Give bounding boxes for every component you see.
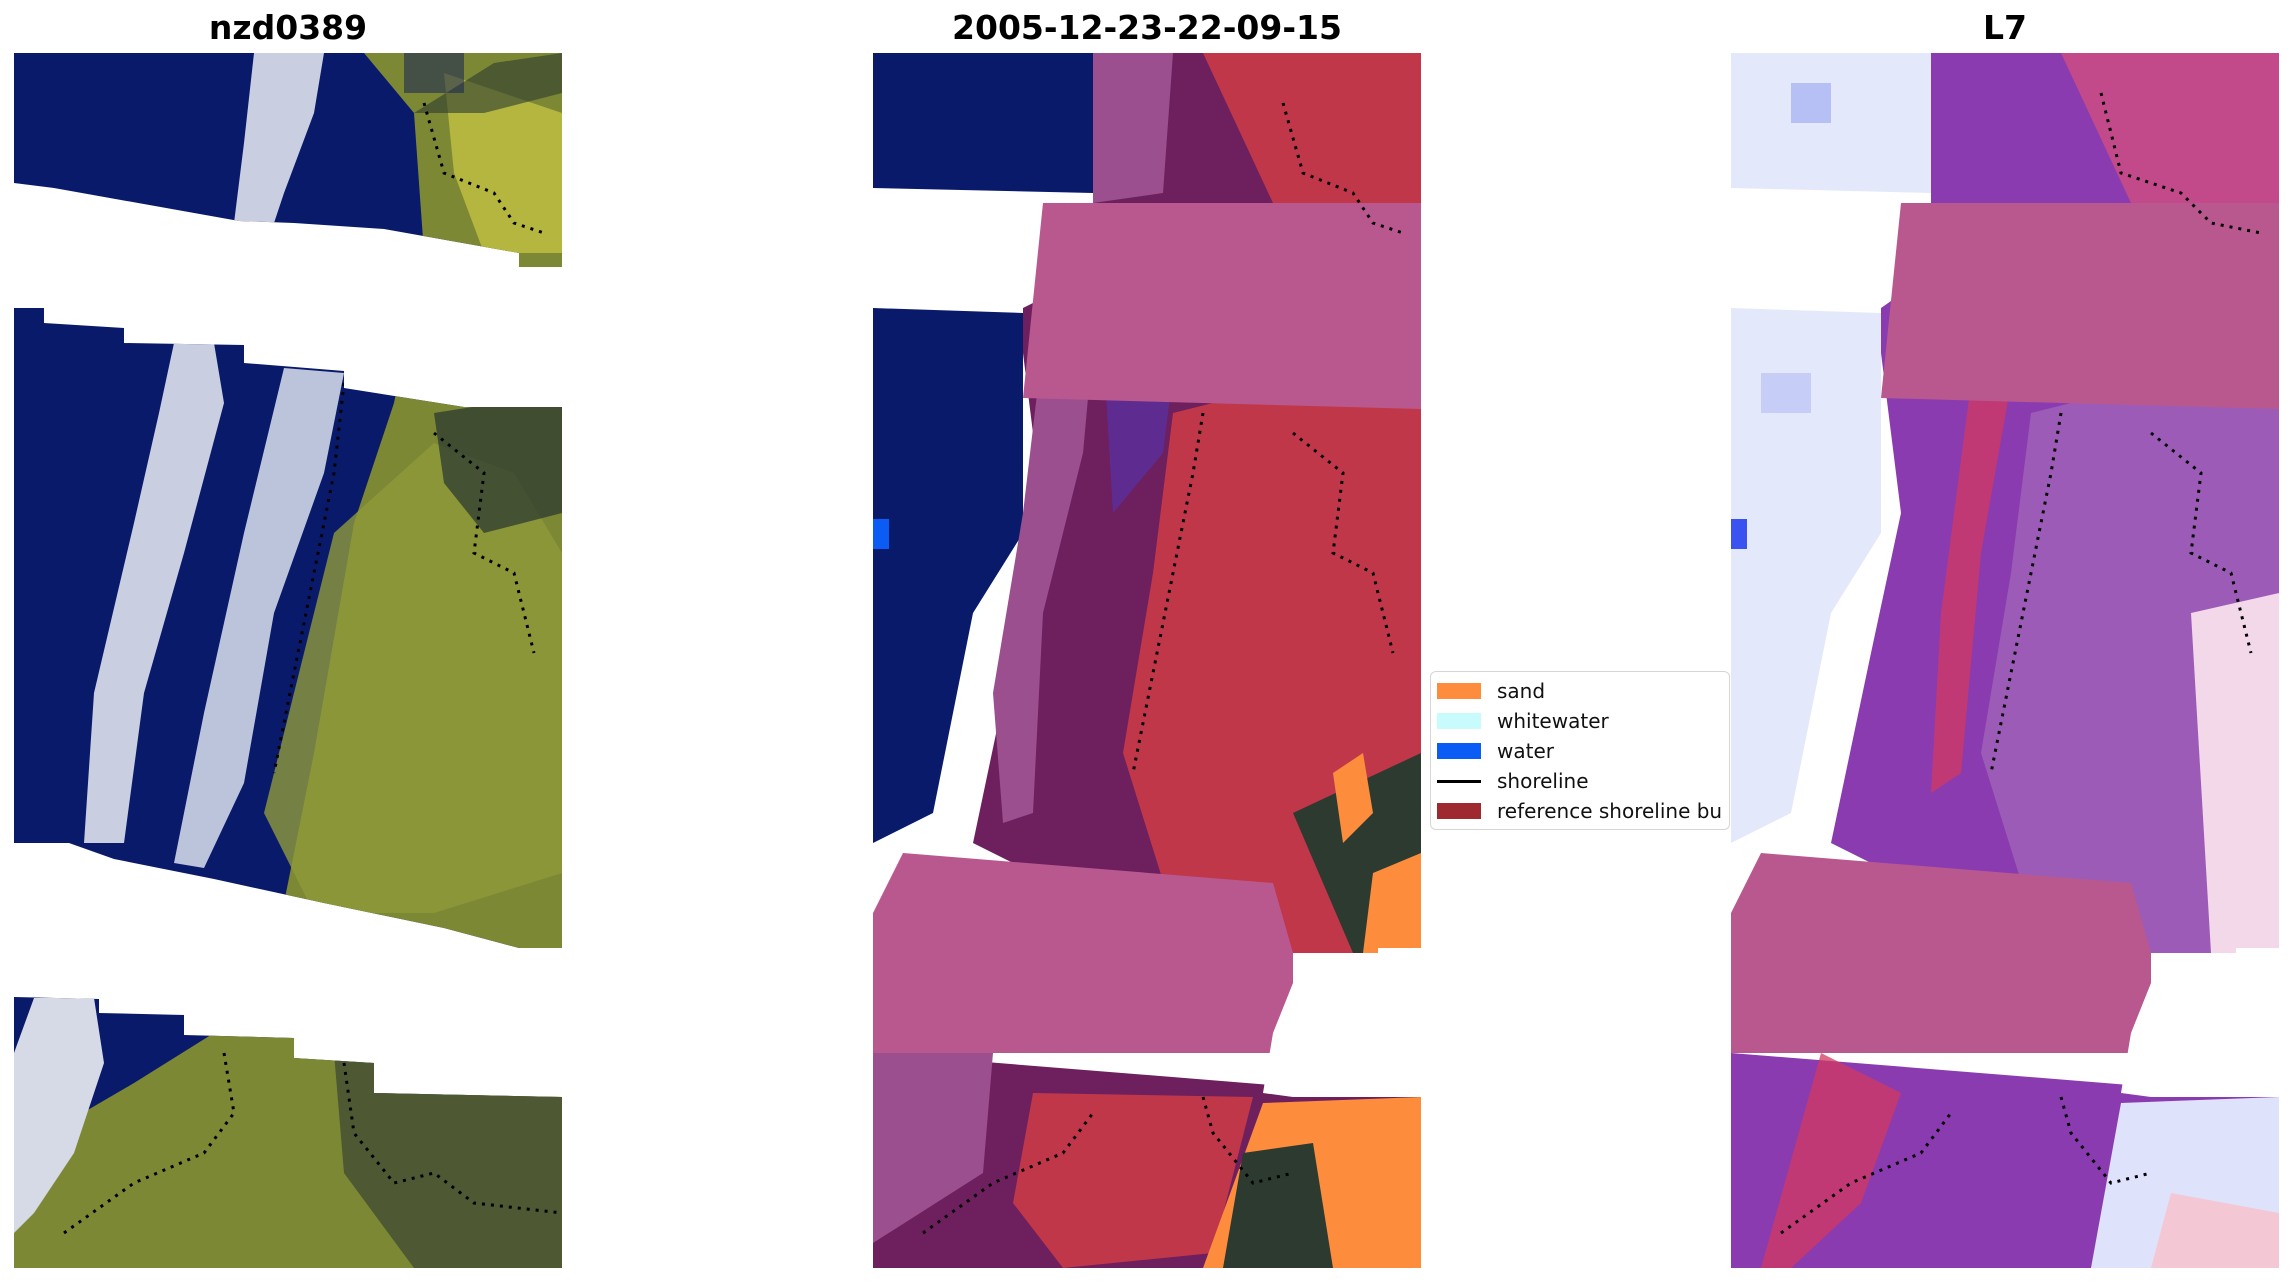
reference-buffer-swatch bbox=[1437, 803, 1481, 819]
sand-swatch bbox=[1437, 683, 1481, 699]
classified-image bbox=[873, 53, 1421, 1268]
legend-item-water: water bbox=[1431, 736, 1729, 766]
legend-label-reference-buffer: reference shoreline bu bbox=[1497, 799, 1723, 823]
panel-title-rgb: nzd0389 bbox=[208, 8, 368, 47]
legend-label-sand: sand bbox=[1497, 679, 1546, 703]
legend-item-shoreline: shoreline bbox=[1431, 766, 1729, 796]
legend-label-shoreline: shoreline bbox=[1497, 769, 1589, 793]
panel-title-index: L7 bbox=[1983, 8, 2027, 47]
panel-title-classified: 2005-12-23-22-09-15 bbox=[952, 8, 1342, 47]
legend-label-whitewater: whitewater bbox=[1497, 709, 1609, 733]
rgb-satellite-image bbox=[14, 53, 562, 1268]
legend: sand whitewater water shoreline referenc… bbox=[1430, 671, 1730, 830]
legend-item-whitewater: whitewater bbox=[1431, 706, 1729, 736]
whitewater-swatch bbox=[1437, 713, 1481, 729]
shoreline-line-icon bbox=[1437, 780, 1481, 783]
legend-item-reference-buffer: reference shoreline bu bbox=[1431, 796, 1729, 826]
index-image bbox=[1731, 53, 2279, 1268]
legend-label-water: water bbox=[1497, 739, 1554, 763]
water-swatch bbox=[1437, 743, 1481, 759]
legend-item-sand: sand bbox=[1431, 676, 1729, 706]
